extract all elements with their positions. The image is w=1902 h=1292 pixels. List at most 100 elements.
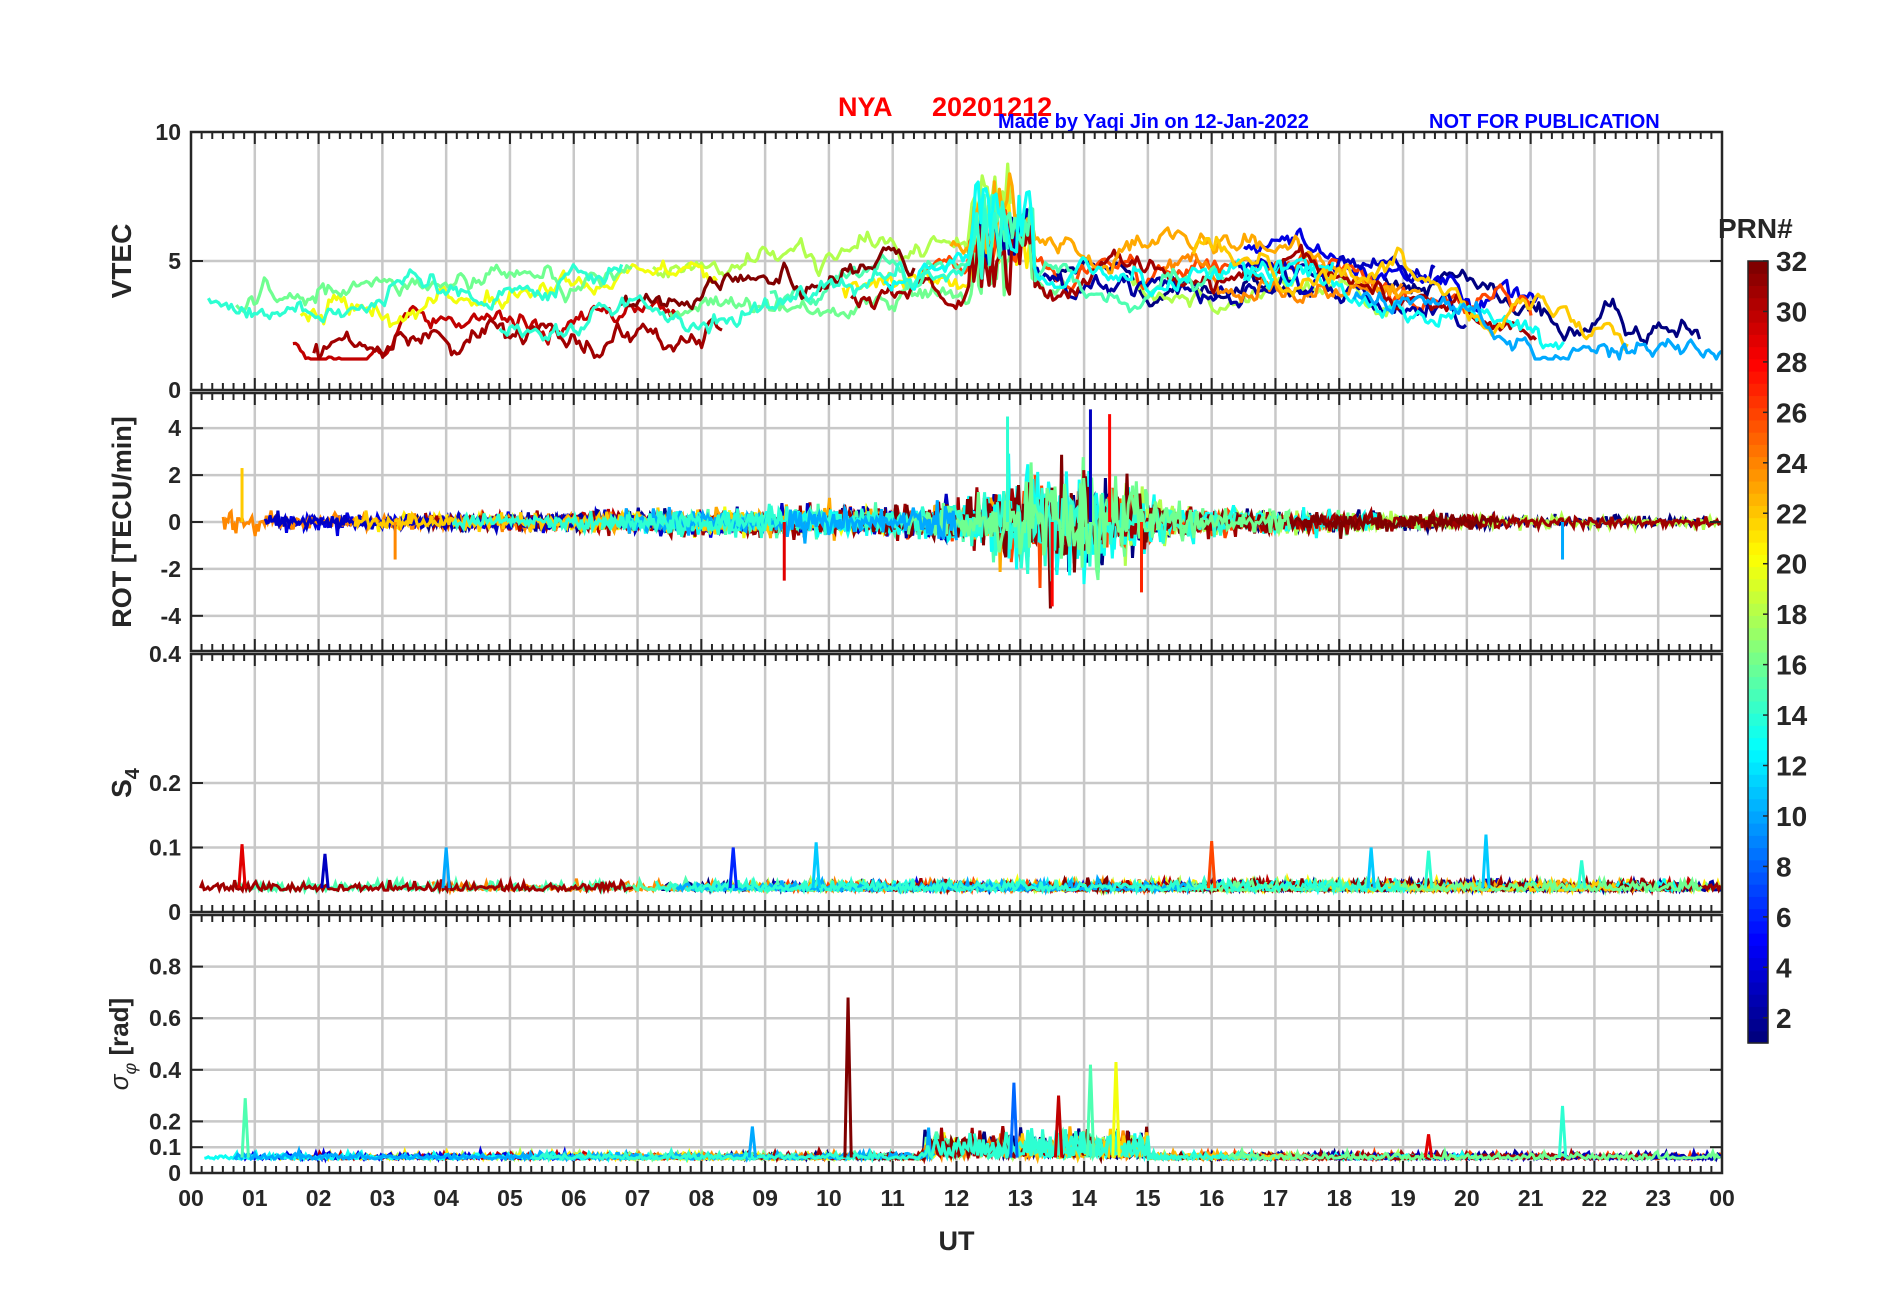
y-tick-label: 0 [168, 509, 181, 535]
colorbar-tick-label: 6 [1776, 902, 1792, 933]
vtec-prn-track [1242, 259, 1565, 351]
colorbar-swatch [1748, 664, 1768, 678]
x-tick-label: 00 [1709, 1185, 1735, 1211]
colorbar-swatch [1748, 627, 1768, 641]
spike-peak [811, 842, 821, 889]
colorbar-swatch [1748, 737, 1768, 751]
colorbar-swatch [1748, 517, 1768, 531]
colorbar-frame [1747, 260, 1769, 1044]
colorbar-swatch [1748, 981, 1768, 995]
colorbar-swatch [1748, 847, 1768, 861]
colorbar-swatch [1748, 529, 1768, 543]
spike-peak [1481, 834, 1491, 889]
colorbar-swatch [1748, 1030, 1768, 1044]
colorbar-tick-label: 4 [1776, 952, 1792, 983]
title-date: 20201212 [932, 92, 1053, 122]
spike-peak [1423, 1134, 1434, 1158]
vtec-prn-track [619, 245, 916, 311]
not-for-publication-note: NOT FOR PUBLICATION [1429, 111, 1660, 133]
colorbar-swatch [1748, 603, 1768, 616]
colorbar-tick-label: 22 [1776, 498, 1807, 529]
spike-peak [1009, 1082, 1019, 1158]
colorbar-tick-label: 20 [1776, 549, 1807, 580]
spike-peak [747, 1126, 758, 1158]
title-station: NYA [838, 92, 893, 122]
x-tick-label: 14 [1071, 1185, 1097, 1211]
spike-peak [240, 1098, 250, 1158]
sigma-phi-series-group [204, 997, 1722, 1165]
colorbar-swatch [1748, 652, 1768, 665]
y-tick-label: 0 [168, 899, 181, 925]
colorbar-swatch [1748, 261, 1768, 274]
vtec-prn-track [850, 218, 1267, 311]
colorbar-tick-label: 8 [1776, 851, 1792, 882]
colorbar-swatch [1748, 493, 1768, 506]
colorbar-swatch [1748, 957, 1768, 971]
rot-series-group [221, 409, 1722, 609]
x-tick-label: 02 [306, 1185, 332, 1211]
colorbar-tick-label: 16 [1776, 650, 1807, 681]
x-tick-label: 15 [1135, 1185, 1161, 1211]
colorbar-swatch [1748, 273, 1768, 287]
colorbar-tick-label: 2 [1776, 1003, 1792, 1034]
colorbar-swatch [1748, 480, 1768, 494]
y-tick-label: 0 [168, 377, 181, 403]
colorbar-swatch [1748, 749, 1768, 763]
y-tick-label: 4 [168, 415, 181, 441]
vtec-prn-track [207, 263, 624, 324]
x-tick-label: 21 [1518, 1185, 1544, 1211]
vtec-prn-track [1191, 235, 1629, 351]
colorbar-swatch [1748, 774, 1768, 788]
colorbar-swatch [1748, 786, 1768, 800]
x-tick-label: 04 [433, 1185, 459, 1211]
spike-peak [237, 844, 247, 889]
spike-peak [1366, 847, 1376, 889]
colorbar-swatch [1748, 933, 1768, 946]
rot-prn-track [906, 462, 1291, 581]
s4-series-group [198, 834, 1722, 897]
spike-peak [1557, 1105, 1568, 1158]
rot-prn-track [452, 505, 783, 537]
x-tick-label: 19 [1390, 1185, 1416, 1211]
vtec-prn-track [1352, 291, 1722, 361]
colorbar-swatch [1748, 383, 1768, 397]
colorbar-swatch [1748, 395, 1768, 409]
y-tick-label: 0.1 [149, 835, 181, 861]
vtec-prn-track [299, 259, 718, 328]
y-axis-label: S4 [106, 767, 144, 798]
rot-prn-track [623, 500, 958, 544]
y-axis-label: σφ [rad] [104, 998, 140, 1090]
made-by-note: Made by Yaqi Jin on 12-Jan-2022 [998, 111, 1309, 133]
y-tick-label: 0.6 [149, 1005, 181, 1031]
colorbar-swatch [1748, 505, 1768, 519]
y-tick-label: 0.2 [149, 770, 181, 796]
y-tick-label: 0.1 [149, 1134, 181, 1160]
colorbar-swatch [1748, 676, 1768, 690]
y-tick-label: 0.2 [149, 1108, 181, 1134]
vtec-prn-track [498, 200, 1009, 342]
colorbar-swatch [1748, 456, 1768, 470]
colorbar-swatch [1748, 407, 1768, 421]
colorbar-tick-label: 18 [1776, 599, 1807, 630]
rot-prn-track [854, 454, 1501, 609]
colorbar-title: PRN# [1718, 213, 1793, 244]
colorbar-swatch [1748, 322, 1768, 335]
x-tick-label: 05 [497, 1185, 523, 1211]
spike-peak [728, 847, 738, 889]
x-tick-label: 06 [561, 1185, 587, 1211]
y-tick-label: 0.4 [149, 1057, 181, 1083]
colorbar-swatch [1748, 688, 1768, 702]
x-tick-label: 18 [1326, 1185, 1352, 1211]
colorbar-swatch [1748, 346, 1768, 360]
colorbar-swatch [1748, 835, 1768, 849]
x-tick-label: 22 [1582, 1185, 1608, 1211]
y-tick-label: 5 [168, 248, 181, 274]
colorbar-swatch [1748, 859, 1768, 873]
y-axis-label: VTEC [106, 224, 137, 299]
colorbar-swatch [1748, 639, 1768, 653]
prn-track [530, 1129, 1182, 1164]
prn-track [198, 875, 634, 895]
colorbar-swatch [1748, 554, 1768, 568]
x-tick-label: 07 [625, 1185, 651, 1211]
vtec-series-group [207, 162, 1722, 361]
